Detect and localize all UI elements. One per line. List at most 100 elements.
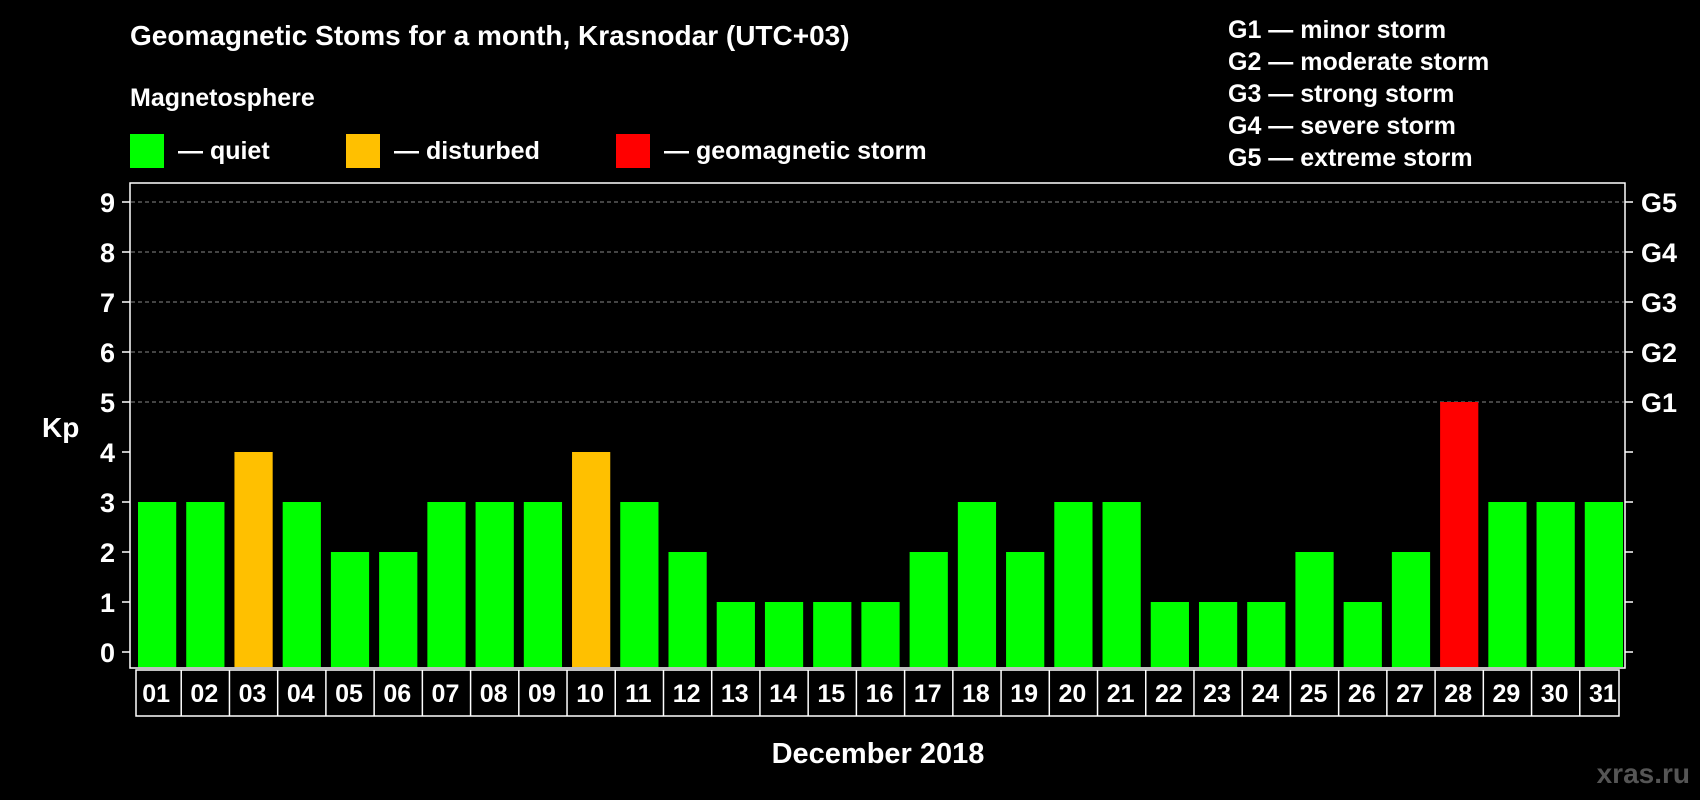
- x-tick-label-20: 20: [1058, 680, 1086, 708]
- right-axis-label-g3: G3: [1641, 288, 1677, 318]
- category-row-frame: [135, 669, 1620, 717]
- x-tick-label-28: 28: [1444, 680, 1472, 708]
- bar-03: [234, 452, 273, 667]
- chart-title: Geomagnetic Stoms for a month, Krasnodar…: [130, 20, 850, 51]
- bar-20: [1054, 502, 1093, 667]
- bar-04: [282, 502, 321, 667]
- bar-21: [1102, 502, 1141, 667]
- bar-08: [475, 502, 514, 667]
- x-tick-label-11: 11: [625, 680, 652, 708]
- bar-26: [1343, 602, 1382, 667]
- bar-09: [523, 502, 563, 667]
- bar-15: [813, 602, 852, 667]
- x-tick-label-31: 31: [1589, 680, 1617, 708]
- bar-22: [1150, 602, 1189, 667]
- bar-19: [1006, 552, 1045, 667]
- right-axis-label-g5: G5: [1641, 188, 1677, 218]
- bar-12: [668, 552, 707, 667]
- y-tick-label-4: 4: [100, 438, 115, 468]
- right-axis-label-g1: G1: [1641, 388, 1677, 418]
- legend-label-quiet: — quiet: [178, 136, 270, 165]
- x-tick-label-06: 06: [383, 680, 411, 708]
- bar-17: [909, 552, 948, 667]
- bar-23: [1198, 602, 1238, 667]
- x-tick-label-30: 30: [1541, 680, 1569, 708]
- legend-label-disturbed: — disturbed: [394, 136, 540, 165]
- x-tick-label-09: 09: [528, 680, 556, 708]
- bar-16: [861, 602, 900, 667]
- x-tick-label-27: 27: [1396, 680, 1424, 708]
- storm-level-g5: G5 — extreme storm: [1228, 144, 1473, 172]
- storm-level-g3: G3 — strong storm: [1228, 80, 1455, 108]
- y-tick-label-6: 6: [100, 338, 115, 368]
- bar-14: [764, 602, 804, 667]
- bar-07: [427, 502, 466, 667]
- x-tick-label-25: 25: [1300, 680, 1328, 708]
- storm-level-list: G1 — minor storm G2 — moderate storm G3 …: [1228, 14, 1489, 174]
- bar-30: [1536, 502, 1575, 667]
- x-tick-label-22: 22: [1155, 680, 1183, 708]
- x-tick-label-18: 18: [962, 680, 990, 708]
- bar-06: [379, 552, 418, 667]
- legend-item-quiet: — quiet: [130, 134, 270, 168]
- bar-11: [620, 502, 659, 667]
- bar-13: [716, 602, 755, 667]
- y-tick-label-0: 0: [100, 638, 115, 668]
- x-tick-label-03: 03: [239, 680, 267, 708]
- right-axis-label-g4: G4: [1641, 238, 1677, 268]
- bar-28: [1440, 402, 1479, 667]
- bar-27: [1391, 552, 1431, 667]
- x-tick-label-21: 21: [1107, 680, 1135, 708]
- legend-swatch-quiet: [130, 134, 164, 168]
- watermark: xras.ru: [1596, 758, 1690, 789]
- x-tick-label-17: 17: [914, 680, 942, 708]
- bar-02: [186, 502, 225, 667]
- x-tick-label-13: 13: [721, 680, 749, 708]
- y-tick-label-8: 8: [100, 238, 115, 268]
- x-tick-label-10: 10: [576, 680, 604, 708]
- x-tick-label-29: 29: [1493, 680, 1521, 708]
- y-tick-label-2: 2: [100, 538, 115, 568]
- x-axis-label: December 2018: [772, 738, 985, 770]
- x-tick-label-02: 02: [190, 680, 218, 708]
- x-tick-label-01: 01: [142, 680, 170, 708]
- x-tick-label-23: 23: [1203, 680, 1231, 708]
- x-tick-label-14: 14: [769, 680, 797, 708]
- bar-01: [138, 502, 177, 667]
- bar-29: [1488, 502, 1527, 667]
- x-tick-label-16: 16: [866, 680, 894, 708]
- x-tick-label-12: 12: [673, 680, 701, 708]
- x-tick-label-04: 04: [287, 680, 315, 708]
- storm-level-g4: G4 — severe storm: [1228, 112, 1456, 140]
- legend-swatch-storm: [616, 134, 650, 168]
- x-tick-label-19: 19: [1010, 680, 1038, 708]
- bar-05: [330, 552, 370, 667]
- y-tick-label-9: 9: [100, 188, 115, 218]
- y-tick-label-1: 1: [100, 588, 115, 618]
- x-tick-label-08: 08: [480, 680, 508, 708]
- bar-31: [1584, 502, 1623, 667]
- y-tick-label-5: 5: [100, 388, 115, 418]
- bar-18: [957, 502, 997, 667]
- bar-10: [572, 452, 611, 667]
- legend-item-storm: — geomagnetic storm: [616, 134, 927, 168]
- bar-25: [1295, 552, 1334, 667]
- legend-item-disturbed: — disturbed: [346, 134, 540, 168]
- storm-level-g2: G2 — moderate storm: [1228, 48, 1490, 76]
- storm-level-g1: G1 — minor storm: [1228, 16, 1447, 44]
- legend-heading: Magnetosphere: [130, 84, 315, 112]
- y-axis-label: Kp: [42, 412, 79, 443]
- x-tick-label-15: 15: [817, 680, 845, 708]
- y-tick-label-3: 3: [100, 488, 115, 518]
- legend-label-storm: — geomagnetic storm: [664, 136, 927, 165]
- x-tick-label-07: 07: [432, 680, 460, 708]
- bar-24: [1247, 602, 1286, 667]
- x-tick-label-24: 24: [1251, 680, 1279, 708]
- legend-swatch-disturbed: [346, 134, 380, 168]
- y-tick-label-7: 7: [100, 288, 115, 318]
- right-axis-label-g2: G2: [1641, 338, 1677, 368]
- plot-frame: [129, 182, 1626, 669]
- x-tick-label-26: 26: [1348, 680, 1376, 708]
- x-tick-label-05: 05: [335, 680, 363, 708]
